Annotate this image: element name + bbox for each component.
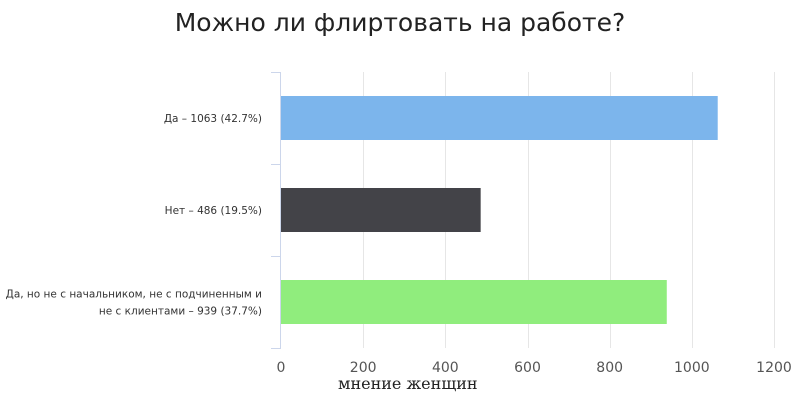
- x-tick-label: 600: [514, 360, 541, 376]
- x-tick-label: 1000: [674, 360, 710, 376]
- chart-title: Можно ли флиртовать на работе?: [174, 8, 626, 37]
- bar: [281, 96, 718, 140]
- bars: [281, 96, 718, 324]
- x-tick-label: 400: [432, 360, 459, 376]
- x-tick-label: 0: [277, 360, 286, 376]
- bar: [281, 188, 481, 232]
- category-labels: Да – 1063 (42.7%) Нет – 486 (19.5%) Да, но…: [6, 113, 262, 318]
- x-axis-title: мнение женщин: [338, 374, 478, 393]
- y-axis: [271, 72, 281, 349]
- x-tick-label: 200: [350, 360, 377, 376]
- category-label: не с клиентами – 939 (37.7%): [99, 306, 262, 318]
- x-tick-label: 800: [596, 360, 623, 376]
- category-label: Да – 1063 (42.7%): [164, 113, 262, 125]
- x-tick-labels: 0 200 400 600 800 1000 1200: [277, 360, 792, 376]
- category-label: Да, но не с начальником, не с подчиненны…: [6, 289, 262, 301]
- category-label: Нет – 486 (19.5%): [165, 205, 262, 217]
- x-tick-label: 1200: [756, 360, 792, 376]
- bar: [281, 280, 667, 324]
